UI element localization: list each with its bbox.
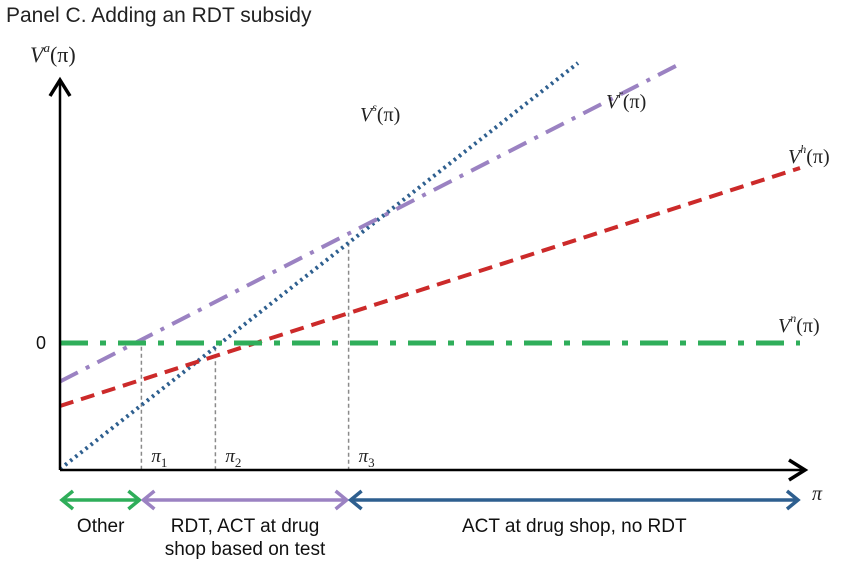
region-label: Other (77, 516, 125, 537)
x-axis-label: π (812, 483, 823, 505)
region-arrowhead-left (347, 489, 363, 511)
region-label: RDT, ACT at drug (171, 516, 320, 537)
threshold-label-pi-3: π3 (359, 446, 375, 470)
region-arrowhead-right (334, 489, 350, 511)
region-label: ACT at drug shop, no RDT (462, 516, 687, 537)
threshold-labels: π1 π2 π3 (151, 446, 374, 470)
series-line-v-r (59, 61, 683, 384)
series-labels: Vs(π) Vr(π) Vh(π) Vn(π) (360, 87, 830, 337)
threshold-label-pi-1: π1 (151, 446, 167, 470)
series-label-v-n: Vn(π) (778, 311, 820, 337)
series-label-v-h: Vh(π) (788, 142, 830, 168)
threshold-label-pi-2: π2 (225, 446, 241, 470)
region-arrowhead-right (127, 489, 143, 511)
panel-title: Panel C. Adding an RDT subsidy (6, 4, 312, 27)
region-arrowhead-right (785, 489, 801, 511)
series-label-v-s: Vs(π) (360, 100, 400, 126)
threshold-guides (140, 242, 350, 470)
region-1: Other (59, 489, 143, 537)
series-label-v-r: Vr(π) (606, 87, 646, 113)
y-tick-zero: 0 (36, 333, 46, 353)
y-axis-arrowhead (48, 76, 72, 97)
x-axis-arrowhead (788, 458, 809, 482)
axes (48, 76, 809, 482)
region-label: shop based on test (165, 539, 326, 560)
y-axis-label: Va(π) (30, 40, 76, 67)
region-arrowhead-left (140, 489, 156, 511)
series-line-v-s (58, 61, 580, 471)
series-line-v-h (59, 166, 801, 408)
region-arrowhead-left (59, 489, 75, 511)
region-3: ACT at drug shop, no RDT (347, 489, 801, 537)
series-lines (58, 61, 801, 471)
